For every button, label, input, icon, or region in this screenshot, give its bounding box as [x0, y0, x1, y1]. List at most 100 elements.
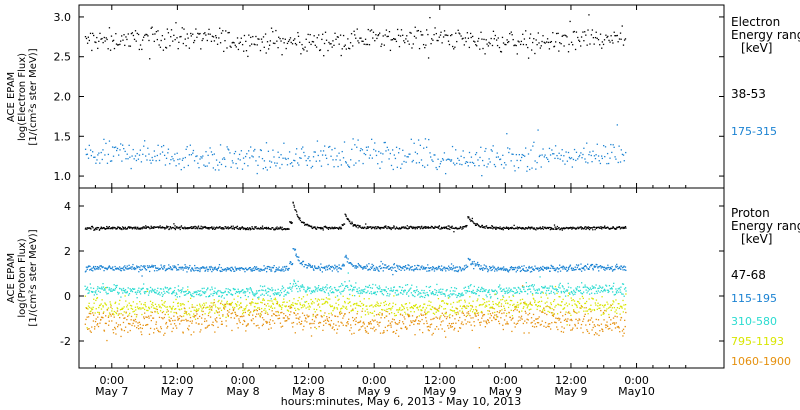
proton-point-47-68 — [246, 227, 249, 229]
electron-point-175-315 — [198, 167, 200, 169]
proton-point-47-68 — [190, 226, 192, 228]
proton-point-115-195 — [85, 270, 87, 272]
proton-point-115-195 — [181, 266, 183, 269]
electron-point-175-315 — [442, 159, 445, 161]
electron-point-175-315 — [444, 172, 447, 175]
proton-point-310-580 — [255, 293, 257, 296]
proton-point-47-68 — [567, 227, 569, 229]
proton-point-115-195 — [392, 273, 394, 276]
electron-point-38-53 — [93, 34, 95, 37]
proton-point-795-1193 — [242, 311, 245, 314]
proton-point-310-580 — [257, 297, 259, 299]
proton-point-795-1193 — [568, 292, 570, 294]
proton-point-310-580 — [348, 280, 351, 282]
proton-point-795-1193 — [186, 313, 188, 316]
proton-point-115-195 — [520, 269, 522, 272]
proton-point-310-580 — [329, 285, 332, 288]
proton-point-795-1193 — [326, 301, 328, 303]
proton-point-115-195 — [99, 268, 101, 270]
proton-point-795-1193 — [570, 297, 572, 299]
proton-point-115-195 — [278, 266, 280, 268]
proton-point-115-195 — [600, 267, 602, 269]
proton-point-115-195 — [408, 269, 411, 271]
proton-point-115-195 — [485, 265, 487, 267]
proton-point-795-1193 — [445, 302, 448, 305]
proton-point-310-580 — [215, 291, 217, 294]
electron-point-38-53 — [497, 37, 499, 39]
proton-point-47-68 — [588, 226, 591, 229]
proton-point-115-195 — [448, 267, 451, 269]
proton-point-115-195 — [232, 268, 234, 271]
electron-point-38-53 — [577, 36, 579, 39]
proton-point-47-68 — [112, 228, 114, 230]
proton-point-795-1193 — [166, 306, 169, 308]
proton-point-115-195 — [616, 263, 618, 266]
proton-point-310-580 — [550, 290, 553, 292]
proton-point-310-580 — [377, 287, 379, 290]
proton-point-310-580 — [469, 285, 471, 287]
proton-point-310-580 — [386, 292, 389, 295]
proton-point-310-580 — [623, 295, 625, 297]
proton-point-795-1193 — [545, 305, 547, 308]
proton-point-310-580 — [211, 286, 213, 288]
proton-point-310-580 — [480, 290, 482, 293]
electron-point-38-53 — [434, 27, 436, 29]
electron-point-175-315 — [230, 166, 232, 168]
proton-point-115-195 — [518, 267, 521, 269]
proton-point-115-195 — [481, 268, 483, 270]
electron-point-38-53 — [104, 40, 106, 42]
proton-point-310-580 — [120, 296, 122, 298]
proton-point-795-1193 — [96, 297, 98, 300]
electron-point-38-53 — [292, 39, 295, 41]
electron-point-38-53 — [87, 36, 90, 38]
proton-point-310-580 — [326, 284, 328, 286]
proton-point-310-580 — [430, 292, 432, 294]
proton-point-310-580 — [415, 286, 418, 288]
proton-point-115-195 — [470, 263, 472, 266]
proton-point-47-68 — [197, 226, 199, 228]
electron-point-175-315 — [96, 159, 98, 161]
proton-point-310-580 — [276, 292, 278, 294]
proton-point-115-195 — [337, 271, 339, 273]
proton-point-795-1193 — [400, 304, 403, 306]
electron-point-175-315 — [429, 152, 431, 154]
electron-point-175-315 — [408, 153, 410, 155]
proton-point-310-580 — [255, 290, 258, 292]
proton-point-310-580 — [163, 290, 165, 293]
proton-point-47-68 — [496, 226, 498, 229]
proton-point-115-195 — [623, 265, 625, 267]
proton-point-115-195 — [384, 264, 386, 266]
proton-point-795-1193 — [283, 301, 285, 303]
proton-point-795-1193 — [156, 311, 159, 313]
electron-point-38-53 — [431, 38, 433, 40]
proton-point-310-580 — [511, 290, 513, 292]
proton-point-795-1193 — [363, 298, 365, 300]
electron-point-38-53 — [541, 40, 543, 43]
proton-point-310-580 — [288, 292, 290, 294]
proton-point-795-1193 — [245, 306, 247, 308]
electron-point-38-53 — [514, 44, 516, 46]
proton-point-115-195 — [540, 268, 542, 270]
proton-point-310-580 — [101, 286, 103, 288]
electron-point-38-53 — [568, 43, 570, 46]
proton-point-310-580 — [158, 291, 160, 293]
proton-point-310-580 — [267, 294, 269, 296]
proton-point-795-1193 — [104, 287, 107, 289]
proton-point-310-580 — [616, 290, 618, 292]
proton-point-310-580 — [316, 290, 319, 292]
proton-point-795-1193 — [560, 304, 562, 307]
proton-point-795-1193 — [356, 304, 358, 306]
proton-point-310-580 — [233, 288, 235, 291]
electron-point-38-53 — [177, 47, 179, 50]
proton-point-310-580 — [567, 282, 569, 285]
proton-point-47-68 — [512, 227, 514, 229]
proton-point-47-68 — [612, 227, 614, 229]
proton-point-795-1193 — [146, 309, 148, 312]
proton-point-795-1193 — [140, 303, 143, 305]
proton-point-115-195 — [518, 265, 520, 268]
electron-point-175-315 — [160, 146, 163, 148]
proton-point-115-195 — [513, 268, 516, 271]
electron-point-175-315 — [136, 152, 138, 155]
proton-point-1060-1900 — [132, 322, 134, 325]
